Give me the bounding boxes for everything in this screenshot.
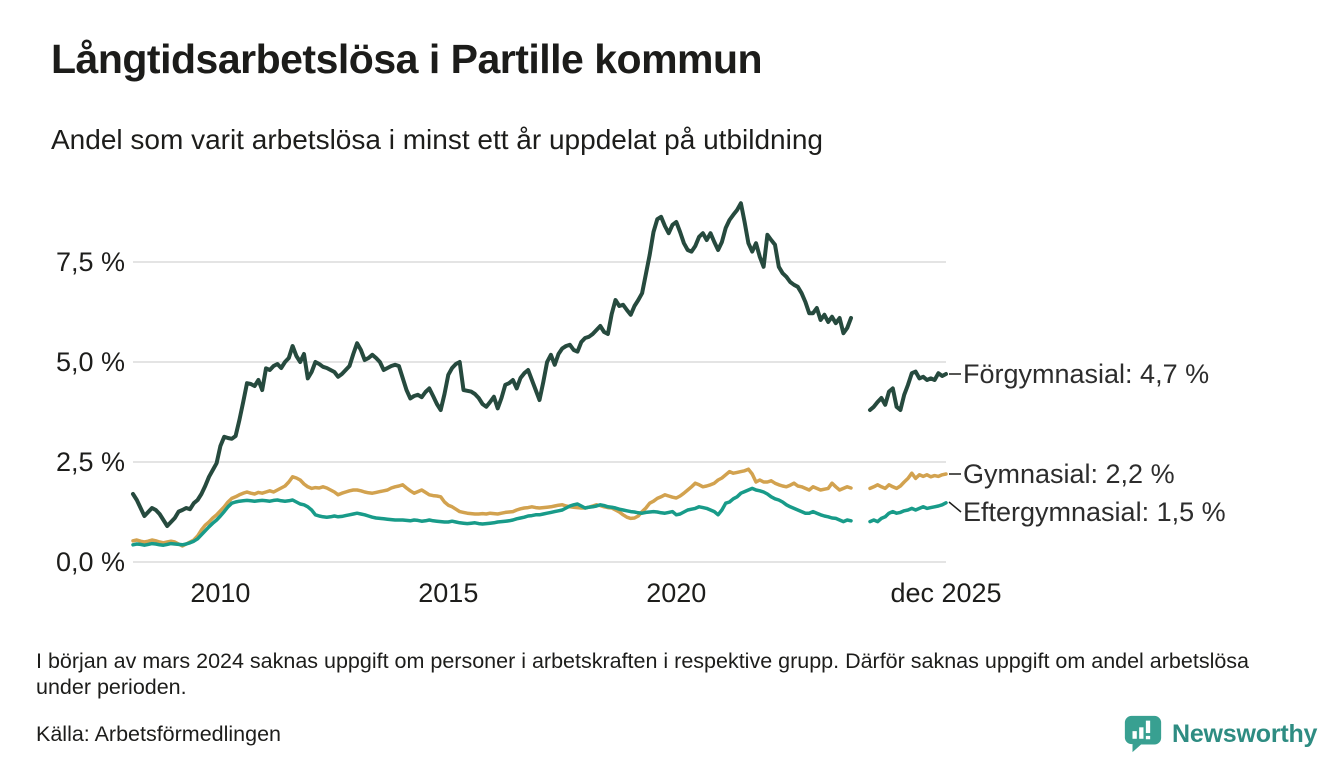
y-axis-tick-label: 0,0 % bbox=[55, 547, 125, 577]
page-subtitle: Andel som varit arbetslösa i minst ett å… bbox=[51, 124, 823, 155]
newsworthy-bubble-chart-icon bbox=[1124, 715, 1162, 753]
gridlines bbox=[133, 261, 946, 563]
series-line-eftergymnasial bbox=[131, 486, 948, 547]
series-line-förgymnasial bbox=[131, 201, 948, 528]
series-lines bbox=[131, 201, 948, 548]
x-axis-tick-label: dec 2025 bbox=[890, 578, 1002, 608]
footnote-text: I början av mars 2024 saknas uppgift om … bbox=[36, 649, 1250, 699]
y-axis-tick-label: 2,5 % bbox=[55, 447, 125, 477]
source-text: Källa: Arbetsförmedlingen bbox=[36, 722, 282, 746]
series-label-gymnasial: Gymnasial: 2,2 % bbox=[963, 459, 1175, 489]
series-label-forgymnasial: Förgymnasial: 4,7 % bbox=[963, 359, 1210, 389]
label-connector bbox=[948, 501, 962, 513]
series-label-eftergymnasial: Eftergymnasial: 1,5 % bbox=[963, 497, 1226, 527]
x-axis-tick-label: 2015 bbox=[418, 578, 479, 608]
series-line-gymnasial bbox=[131, 467, 948, 548]
x-axis-tick-label: 2010 bbox=[190, 578, 251, 608]
y-axis-tick-label: 7,5 % bbox=[55, 247, 125, 277]
newsworthy-logo[interactable]: Newsworthy bbox=[1122, 712, 1317, 756]
page-title: Långtidsarbetslösa i Partille kommun bbox=[51, 36, 763, 82]
newsworthy-wordmark: Newsworthy bbox=[1172, 719, 1318, 748]
x-axis-tick-label: 2020 bbox=[646, 578, 707, 608]
label-connectors bbox=[948, 373, 962, 513]
y-axis-tick-label: 5,0 % bbox=[55, 347, 125, 377]
